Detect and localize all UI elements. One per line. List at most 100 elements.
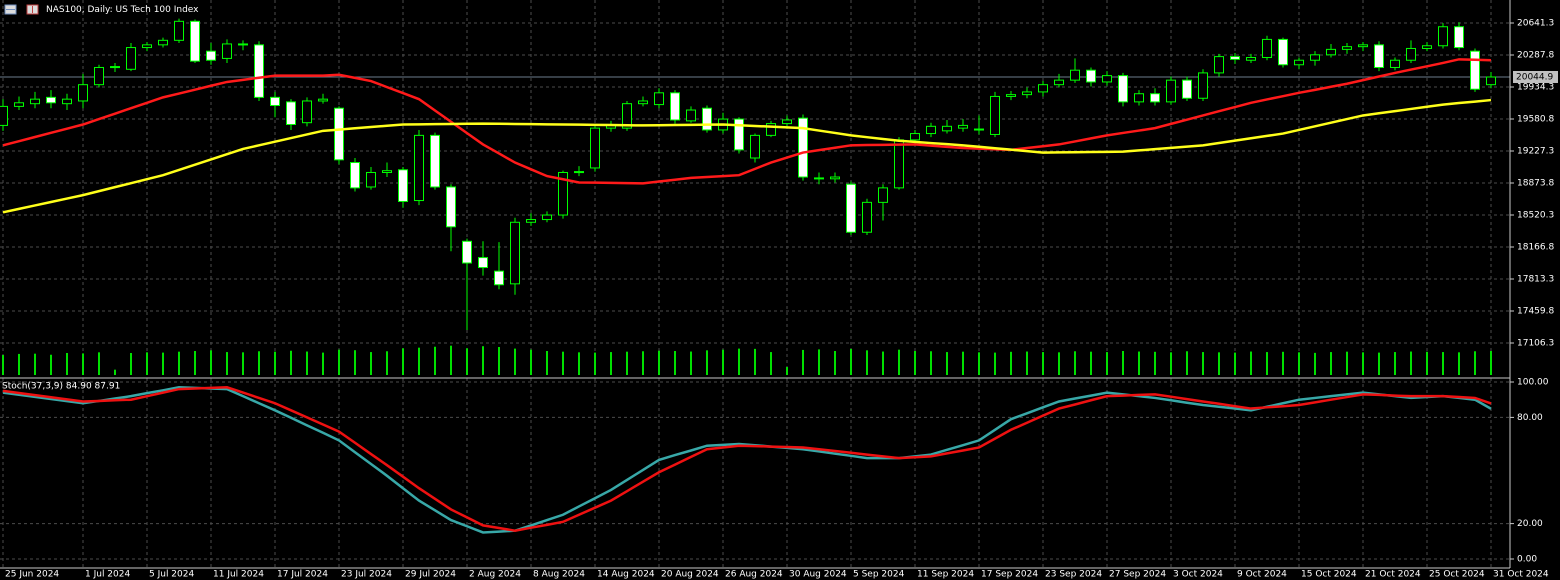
y-tick-label: 19227.3 [1517, 147, 1554, 157]
candle-body [62, 98, 72, 105]
candle-body [638, 100, 648, 105]
x-tick-label: 1 Jul 2024 [85, 570, 130, 580]
x-tick-label: 17 Jul 2024 [277, 570, 328, 580]
candle-body [830, 176, 840, 180]
candle-body [1118, 75, 1128, 103]
candle-body [1150, 93, 1160, 103]
last-price-label: 20044.9 [1516, 72, 1553, 82]
chart-title: NAS100, Daily: US Tech 100 Index [46, 5, 199, 15]
y-tick-label: 18520.3 [1517, 211, 1554, 221]
y-tick-label: 19580.8 [1517, 115, 1554, 125]
indicator-line [2, 386, 1492, 532]
candle-body [446, 186, 456, 228]
candle-body [894, 139, 904, 189]
candle-body [926, 125, 936, 135]
candle-body [814, 177, 824, 180]
x-tick-label: 21 Oct 2024 [1365, 570, 1421, 580]
candle-body [1054, 79, 1064, 86]
candle-body [750, 134, 760, 159]
candle-body [1438, 26, 1448, 47]
candle-body [1134, 93, 1144, 103]
x-tick-label: 31 Oct 2024 [1493, 570, 1549, 580]
candle-body [670, 92, 680, 121]
candle-body [542, 214, 552, 221]
candle-body [1454, 26, 1464, 49]
candle-body [1342, 46, 1352, 50]
moving-average-line [2, 58, 1492, 185]
candle-body [94, 66, 104, 86]
candle-body [1278, 38, 1288, 66]
candle-body [878, 187, 888, 203]
x-tick-label: 9 Oct 2024 [1237, 570, 1287, 580]
candle-body [798, 117, 808, 178]
candle-body [1390, 59, 1400, 68]
last-price-box [1513, 70, 1558, 83]
y-tick-label: 19934.3 [1517, 83, 1554, 93]
candle-body [622, 103, 632, 129]
candle-body [1006, 94, 1016, 97]
candle-body [958, 124, 968, 129]
candle-body [1486, 76, 1496, 86]
candle-body [462, 240, 472, 264]
candle-body [1406, 47, 1416, 61]
candle-body [494, 270, 504, 286]
x-tick-label: 30 Aug 2024 [789, 570, 847, 580]
x-tick-label: 2 Aug 2024 [469, 570, 521, 580]
candle-body [942, 125, 952, 132]
x-tick-label: 20 Aug 2024 [661, 570, 719, 580]
candle-body [1086, 69, 1096, 83]
candle-body [686, 109, 696, 122]
x-tick-label: 23 Jul 2024 [341, 570, 392, 580]
candle-body [734, 118, 744, 151]
y-tick-label: 17459.8 [1517, 307, 1554, 317]
y-tick-label: 20287.8 [1517, 51, 1554, 61]
y-tick-label: 17106.3 [1517, 339, 1554, 349]
candle-body [126, 47, 136, 70]
candle-body [1470, 50, 1480, 90]
y-tick-label: 18166.8 [1517, 243, 1554, 253]
candle-body [702, 107, 712, 131]
candle-body [254, 44, 264, 98]
candle-body [1358, 44, 1368, 48]
candle-body [398, 169, 408, 202]
candle-body [1246, 57, 1256, 61]
candle-body [1102, 75, 1112, 83]
candle-body [110, 66, 120, 69]
candle-body [910, 133, 920, 141]
x-tick-label: 11 Jul 2024 [213, 570, 264, 580]
candle-body [1262, 38, 1272, 59]
x-tick-label: 3 Oct 2024 [1173, 570, 1223, 580]
candle-body [366, 171, 376, 188]
candle-body [158, 39, 168, 46]
candle-body [782, 119, 792, 125]
y-tick-label: 80.00 [1517, 413, 1543, 423]
candle-body [1182, 79, 1192, 99]
candle-body [222, 43, 232, 59]
moving-average-line [2, 98, 1492, 214]
candle-body [974, 128, 984, 131]
indicator-title: Stoch(37,3,9) 84.90 87.91 [2, 382, 120, 392]
x-tick-label: 27 Sep 2024 [1109, 570, 1166, 580]
x-tick-label: 15 Oct 2024 [1301, 570, 1357, 580]
x-tick-label: 5 Jul 2024 [149, 570, 194, 580]
candle-body [1310, 54, 1320, 61]
y-tick-label: 20641.3 [1517, 19, 1554, 29]
y-tick-label: 0.00 [1517, 555, 1537, 565]
x-tick-label: 23 Sep 2024 [1045, 570, 1102, 580]
x-tick-label: 8 Aug 2024 [533, 570, 585, 580]
candle-body [510, 221, 520, 285]
x-tick-label: 25 Oct 2024 [1429, 570, 1485, 580]
candle-body [174, 20, 184, 41]
y-tick-label: 18873.8 [1517, 179, 1554, 189]
candle-body [654, 92, 664, 106]
candle-body [350, 162, 360, 189]
candle-body [302, 100, 312, 124]
candle-body [526, 219, 536, 223]
candle-body [862, 201, 872, 233]
mark-layer [0, 18, 1510, 534]
candle-body [1374, 44, 1384, 68]
x-tick-label: 29 Jul 2024 [405, 570, 456, 580]
candle-body [334, 107, 344, 161]
candle-body [590, 127, 600, 169]
